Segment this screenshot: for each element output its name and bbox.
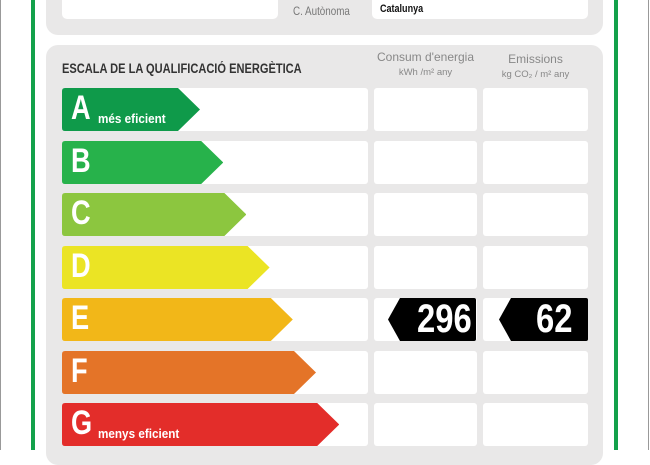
energy-cell-a [374, 88, 477, 131]
class-letter: B [71, 141, 91, 180]
emissions-cell-d [483, 245, 588, 289]
energy-cell-c [374, 193, 477, 236]
energy-column-header: Consum d'energia kWh /m² any [374, 50, 477, 78]
scale-title: ESCALA DE LA QUALIFICACIÓ ENERGÈTICA [62, 61, 302, 76]
arrow-shape [62, 140, 224, 184]
class-arrow-d: D [62, 245, 270, 289]
class-letter: A [71, 89, 91, 127]
emissions-cell-g [483, 403, 588, 446]
emissions-column-unit: kg CO₂ / m² any [501, 69, 570, 80]
region-value: Catalunya [380, 3, 424, 15]
energy-rating-value: 296 [417, 297, 472, 341]
class-letter: G [71, 404, 93, 442]
class-arrow-c: C [62, 193, 247, 236]
energy-column-unit: kWh /m² any [398, 67, 453, 78]
arrow-shape [62, 245, 270, 289]
emissions-rating-value: 62 [535, 297, 572, 341]
class-letter: C [71, 194, 91, 232]
emissions-cell-f [483, 350, 588, 394]
emissions-cell-a [483, 88, 588, 131]
region-label: C. Autònoma [293, 4, 350, 18]
energy-cell-g [374, 403, 477, 446]
class-arrow-g: G menys eficient [62, 403, 340, 446]
energy-rating-badge: 296 [388, 298, 476, 341]
class-note: més eficient [98, 111, 166, 126]
emissions-rating-badge: 62 [499, 298, 588, 341]
emissions-cell-b [483, 140, 588, 184]
arrow-shape [62, 403, 340, 446]
region-field [372, 0, 588, 19]
arrow-shape [62, 350, 316, 394]
energy-cell-f [374, 350, 477, 394]
energy-cell-d [374, 245, 477, 289]
arrow-shape [62, 88, 200, 131]
green-border-right [614, 0, 618, 450]
emissions-column-header: Emissions kg CO₂ / m² any [483, 52, 588, 80]
class-note: menys eficient [98, 426, 180, 441]
class-arrow-e: E [62, 298, 293, 341]
arrow-shape [62, 193, 247, 236]
emissions-column-label: Emissions [508, 52, 563, 66]
frame-border-left [0, 0, 1, 450]
class-letter: E [71, 299, 90, 337]
class-arrow-b: B [62, 140, 224, 184]
green-border-left [31, 0, 35, 450]
class-arrow-a: A més eficient [62, 88, 200, 131]
class-letter: F [71, 351, 88, 390]
energy-column-label: Consum d'energia [376, 50, 474, 64]
emissions-cell-c [483, 193, 588, 236]
frame-border-right [648, 0, 649, 450]
energy-cell-b [374, 140, 477, 184]
location-field-empty [62, 0, 278, 19]
class-letter: D [71, 246, 91, 285]
arrow-shape [62, 298, 293, 341]
class-arrow-f: F [62, 350, 316, 394]
